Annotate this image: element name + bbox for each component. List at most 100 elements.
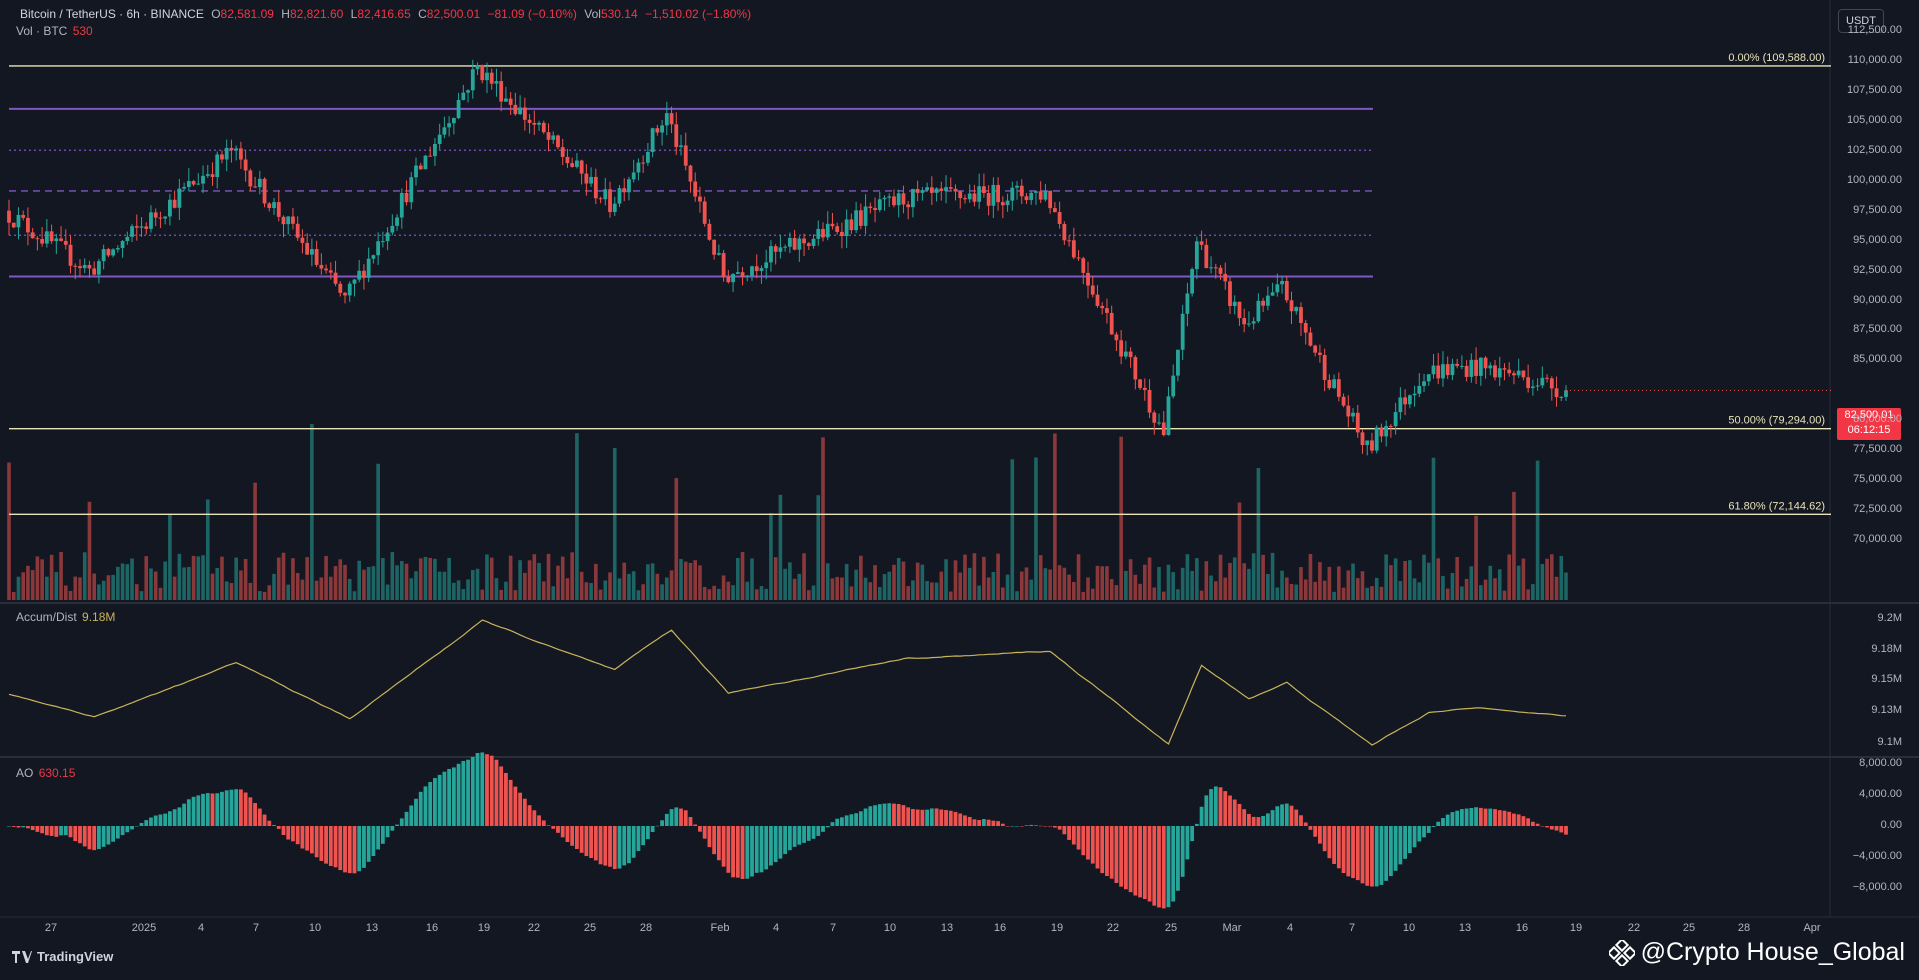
- candle-body: [1327, 379, 1332, 389]
- time-axis-tick: 4: [1286, 922, 1294, 934]
- volume-bar: [1062, 567, 1067, 600]
- ao-bar: [1284, 803, 1289, 826]
- volume-bar: [210, 573, 215, 600]
- candle-body: [272, 202, 276, 209]
- candle-body: [333, 272, 338, 284]
- ao-bar: [40, 826, 45, 834]
- ao-bar: [1029, 824, 1034, 826]
- volume-bar: [982, 556, 986, 600]
- candle-body: [300, 237, 305, 243]
- ao-bar: [447, 768, 452, 826]
- ao-bar: [414, 798, 418, 826]
- ao-bar: [144, 820, 149, 826]
- volume-bar: [523, 572, 527, 600]
- candle-body: [409, 177, 414, 203]
- volume-bar: [224, 581, 229, 600]
- volume-bar: [243, 559, 248, 600]
- volume-bar: [986, 577, 991, 600]
- accum-dist-label[interactable]: Accum/Dist: [16, 610, 77, 624]
- ao-bar: [896, 804, 901, 826]
- volume-bar: [859, 555, 863, 600]
- candle-body: [1549, 378, 1554, 389]
- candle-body: [1128, 351, 1133, 358]
- volume-bar: [736, 558, 740, 600]
- ao-bar: [21, 826, 26, 828]
- volume-bar: [958, 572, 963, 600]
- candle-body: [991, 184, 996, 206]
- candle-body: [877, 199, 882, 211]
- symbol-title[interactable]: Bitcoin / TetherUS · 6h · BINANCE: [20, 7, 204, 21]
- volume-bar: [575, 433, 579, 600]
- volume-bar: [679, 559, 683, 600]
- accum-dist-line: [8, 619, 1567, 746]
- time-axis-tick: 16: [993, 922, 1007, 934]
- ao-bar: [598, 826, 603, 865]
- volume-bar: [286, 584, 291, 600]
- ao-bar: [1157, 826, 1161, 908]
- volume-bar: [1303, 579, 1308, 600]
- volume-bar: [409, 578, 414, 600]
- candle-body: [1194, 241, 1199, 270]
- volume-bar: [1138, 583, 1142, 600]
- candle-body: [1213, 267, 1218, 269]
- ao-bar: [319, 826, 324, 862]
- ao-bar: [470, 756, 475, 826]
- volume-bar: [73, 576, 78, 600]
- candle-body: [721, 253, 726, 277]
- volume-bar: [106, 575, 111, 600]
- ao-bar: [1034, 825, 1038, 826]
- ao-bar: [343, 826, 347, 873]
- volume-bar: [953, 560, 958, 600]
- candle-body: [735, 272, 740, 275]
- volume-bar: [1247, 568, 1251, 600]
- price-axis-tick: 70,000.00: [1853, 533, 1902, 545]
- price-axis-tick: 95,000.00: [1853, 233, 1902, 246]
- volume-bar: [1516, 565, 1521, 600]
- price-axis-tick: 112,500.00: [1847, 24, 1902, 37]
- volume-bar: [688, 562, 693, 600]
- volume-bar: [683, 561, 688, 600]
- volume-bar: [991, 572, 996, 600]
- ao-bar: [740, 826, 745, 880]
- ao-bar: [1199, 806, 1204, 826]
- candle-body: [54, 238, 59, 242]
- ao-label[interactable]: AO: [16, 766, 34, 780]
- ao-bar: [608, 826, 612, 867]
- candle-body: [1478, 357, 1483, 376]
- volume-bar: [1280, 570, 1284, 600]
- ao-bar: [1152, 826, 1157, 906]
- currency-unit-button[interactable]: USDT: [1838, 9, 1884, 33]
- ao-axis-tick: 0.00: [1880, 819, 1902, 831]
- candle-body: [1450, 363, 1455, 376]
- ao-bar: [1474, 807, 1478, 826]
- volume-bar: [996, 553, 1000, 600]
- candle-body: [1223, 273, 1228, 282]
- candle-body: [783, 246, 788, 248]
- ao-bar: [97, 826, 101, 850]
- ao-bar: [769, 826, 773, 866]
- candle-body: [1109, 312, 1114, 335]
- volume-bar: [1313, 581, 1317, 600]
- ao-bar: [333, 826, 338, 868]
- candle-body: [172, 199, 177, 208]
- ao-bar: [215, 793, 220, 826]
- tradingview-logo[interactable]: TradingView: [12, 949, 113, 964]
- candle-body: [636, 162, 641, 173]
- ao-bar: [300, 826, 305, 849]
- volume-bar: [892, 564, 896, 600]
- volume-bar: [1322, 580, 1327, 600]
- volume-bar: [234, 557, 238, 600]
- ao-bar: [182, 803, 187, 826]
- volume-label[interactable]: Vol · BTC: [16, 24, 68, 38]
- ao-bar: [1412, 826, 1417, 848]
- candle-body: [972, 193, 977, 202]
- ao-bar: [532, 810, 537, 826]
- volume-bar: [1398, 581, 1403, 600]
- ao-bar: [286, 826, 291, 840]
- candle-body: [645, 152, 650, 163]
- volume-bar: [788, 562, 792, 600]
- volume-bar: [532, 554, 537, 600]
- candle-body: [26, 217, 30, 233]
